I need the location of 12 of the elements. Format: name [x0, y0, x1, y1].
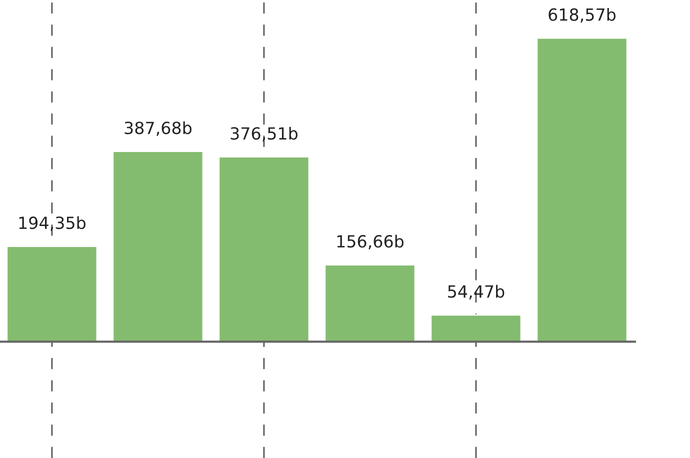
data-label: 376,51b: [230, 126, 298, 142]
bar: [218, 156, 310, 342]
bar: [536, 37, 628, 342]
bar: [112, 150, 204, 342]
data-label: 156,66b: [337, 234, 404, 250]
data-label: 194,35b: [19, 216, 86, 231]
data-label: 54,47b: [448, 284, 504, 300]
bar: [430, 314, 522, 342]
bar: [324, 264, 416, 342]
bar: [6, 246, 98, 342]
data-label: 387,68b: [124, 121, 192, 136]
data-label: 618,57b: [548, 8, 616, 23]
